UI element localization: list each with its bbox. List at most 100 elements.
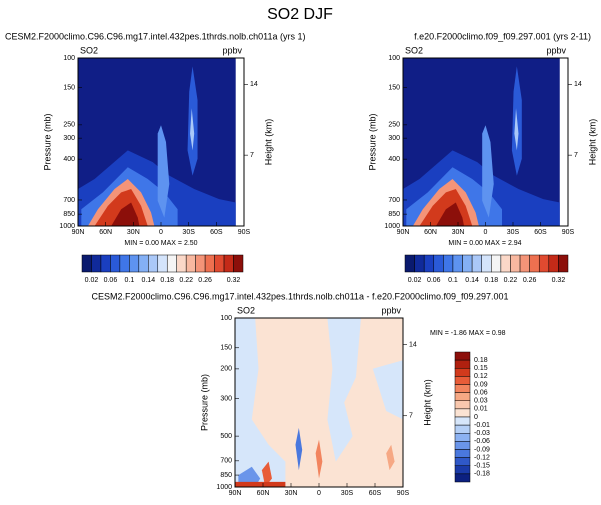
stats-label: MIN = 0.00 MAX = 2.94	[448, 240, 521, 247]
contour-fill	[235, 481, 286, 487]
y2-tick-label: 7	[409, 413, 413, 420]
y-tick-label: 300	[220, 395, 232, 402]
x-tick-label: 90S	[238, 229, 251, 236]
colorbar-box	[433, 254, 444, 273]
colorbar-box	[491, 254, 502, 273]
y2-axis-label: Height (km)	[422, 379, 432, 426]
colorbar-box	[204, 254, 215, 273]
contour-fill	[315, 439, 323, 479]
contour-fill	[295, 427, 303, 471]
colorbar-box	[138, 254, 149, 273]
colorbar-box	[414, 254, 425, 273]
y-tick-label: 250	[63, 122, 75, 129]
x-tick-label: 90S	[562, 229, 575, 236]
variable-label: SO2	[237, 305, 255, 315]
colorbar-label: 0.1	[124, 277, 134, 284]
x-tick-label: 30N	[127, 229, 140, 236]
contour-fill	[235, 318, 286, 487]
y-tick-label: 850	[63, 211, 75, 218]
colorbar-label: 0	[474, 414, 478, 421]
units-label: ppbv	[222, 45, 242, 55]
y-tick-label: 100	[220, 315, 232, 322]
y-tick-label: 850	[388, 211, 400, 218]
colorbar-label: 0.32	[552, 277, 566, 284]
colorbar-box	[454, 400, 471, 410]
x-tick-label: 60N	[99, 229, 112, 236]
colorbar-box	[454, 441, 471, 450]
x-tick-label: 60N	[257, 490, 270, 497]
x-tick-label: 0	[484, 229, 488, 236]
contour-fill	[111, 202, 140, 226]
colorbar-box	[454, 424, 471, 434]
contour-fill	[235, 318, 403, 487]
colorbar-box	[185, 254, 196, 273]
y-tick-label: 400	[388, 156, 400, 163]
colorbar-box	[481, 254, 492, 273]
colorbar-box	[529, 254, 540, 273]
x-tick-label: 90N	[229, 490, 242, 497]
units-label: ppbv	[546, 45, 566, 55]
colorbar-label: 0.06	[474, 389, 488, 396]
colorbar-box	[454, 433, 471, 442]
colorbar-box	[462, 254, 473, 273]
x-tick-label: 30S	[182, 229, 195, 236]
y-tick-label: 700	[220, 458, 232, 465]
y-tick-label: 700	[388, 197, 400, 204]
y-tick-label: 300	[388, 135, 400, 142]
contour-fill	[514, 108, 519, 151]
y-tick-label: 850	[220, 472, 232, 479]
y-tick-label: 250	[388, 122, 400, 129]
y2-tick-label: 14	[409, 341, 417, 348]
y-tick-label: 300	[63, 135, 75, 142]
colorbar-box	[443, 254, 454, 273]
y2-tick-label: 7	[574, 152, 578, 159]
colorbar-label: 0.26	[523, 277, 537, 284]
colorbar-label: 0.06	[427, 277, 441, 284]
units-label: ppbv	[381, 305, 401, 315]
panel	[78, 58, 236, 226]
y-tick-label: 100	[388, 55, 400, 62]
y2-tick-label: 7	[250, 152, 254, 159]
colorbar-box	[548, 254, 559, 273]
contour-fill	[372, 360, 403, 420]
x-tick-label: 90S	[397, 490, 410, 497]
contour-fill	[386, 444, 395, 471]
y-tick-label: 700	[63, 197, 75, 204]
colorbar-box	[129, 254, 140, 273]
colorbar-label: -0.06	[474, 438, 490, 445]
y2-tick-label: 14	[574, 81, 582, 88]
colorbar-label: 0.01	[474, 406, 488, 413]
y-tick-label: 150	[63, 84, 75, 91]
colorbar-box	[510, 254, 521, 273]
contour-fill	[157, 125, 170, 218]
colorbar-label: 0.15	[474, 365, 488, 372]
colorbar-box	[454, 351, 471, 361]
colorbar-box	[223, 254, 234, 273]
colorbar-box	[538, 254, 550, 273]
y-axis-label: Pressure (mb)	[199, 374, 209, 431]
y-axis-label: Pressure (mb)	[42, 113, 52, 170]
colorbar-label: 0.18	[160, 277, 174, 284]
x-tick-label: 90N	[397, 229, 410, 236]
panel-title: CESM2.F2000climo.C96.C96.mg17.intel.432p…	[91, 291, 508, 301]
colorbar-box	[452, 254, 463, 273]
colorbar-box	[454, 449, 471, 458]
panel	[403, 58, 560, 226]
colorbar-label: -0.18	[474, 471, 490, 478]
colorbar-label: 0.02	[408, 277, 422, 284]
stats-label: MIN = -1.86 MAX = 0.98	[430, 330, 506, 337]
y-tick-label: 1000	[216, 484, 232, 491]
x-tick-label: 30S	[341, 490, 354, 497]
panel	[235, 318, 403, 487]
x-tick-label: 30S	[507, 229, 520, 236]
x-tick-label: 60N	[424, 229, 437, 236]
colorbar-box	[423, 254, 435, 273]
contour-fill	[190, 108, 195, 151]
contour-fill	[436, 202, 465, 226]
colorbar-box	[454, 384, 471, 393]
colorbar-label: 0.14	[141, 277, 155, 284]
colorbar-box	[454, 465, 471, 475]
panel-title: f.e20.F2000climo.f09_f09.297.001 (yrs 2-…	[414, 31, 591, 41]
y-tick-label: 500	[220, 433, 232, 440]
colorbar-label: 0.1	[448, 277, 458, 284]
